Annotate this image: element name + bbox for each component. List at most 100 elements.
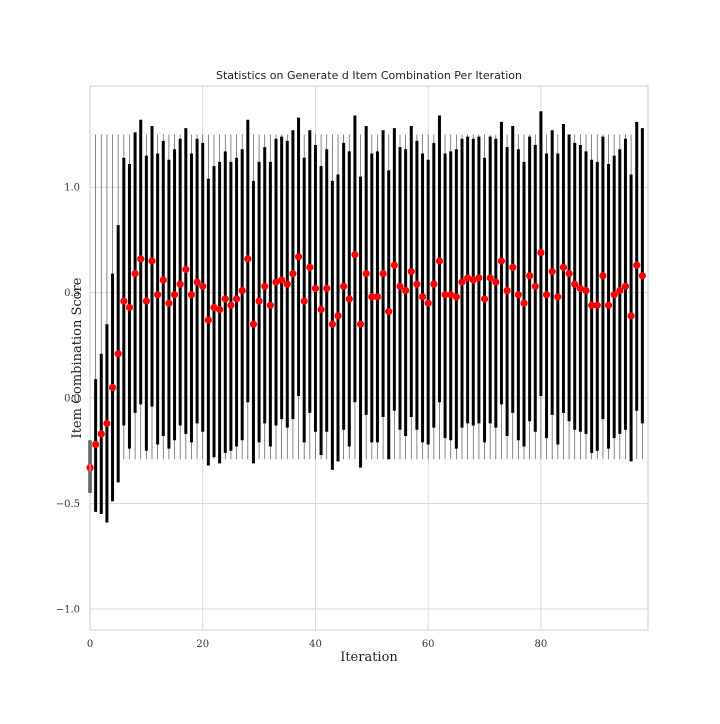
mean-point xyxy=(159,276,167,284)
x-tick-labels: 0 20 40 60 80 xyxy=(87,639,547,650)
mean-point xyxy=(300,297,308,305)
mean-point xyxy=(227,301,235,309)
mean-point xyxy=(514,291,522,299)
mean-point xyxy=(328,320,336,328)
mean-point xyxy=(554,293,562,301)
mean-points xyxy=(86,248,646,472)
mean-point xyxy=(452,293,460,301)
mean-point xyxy=(103,419,111,427)
mean-point xyxy=(396,282,404,290)
mean-point xyxy=(565,270,573,278)
mean-point xyxy=(199,282,207,290)
mean-point xyxy=(340,282,348,290)
mean-point xyxy=(351,251,359,259)
x-tick-label: 80 xyxy=(535,639,548,650)
y-tick-label: −0.5 xyxy=(56,499,80,510)
mean-point xyxy=(323,284,331,293)
mean-point xyxy=(520,299,528,307)
mean-point xyxy=(464,274,472,282)
mean-point xyxy=(345,295,353,303)
mean-point xyxy=(526,272,534,280)
y-tick-label: 1.0 xyxy=(64,183,80,194)
x-axis-label: Iteration xyxy=(340,650,398,665)
y-axis-label: Item Combination Score xyxy=(70,277,85,439)
mean-point xyxy=(216,305,224,314)
mean-point xyxy=(244,255,252,263)
mean-point xyxy=(311,284,320,293)
mean-point xyxy=(148,257,156,265)
mean-point xyxy=(469,276,477,284)
mean-point xyxy=(497,257,506,265)
y-tick-label: 0.0 xyxy=(64,394,80,405)
mean-point xyxy=(537,248,545,257)
mean-point xyxy=(621,282,630,290)
mean-point xyxy=(356,320,365,328)
mean-point xyxy=(627,312,635,320)
mean-point xyxy=(255,297,263,305)
mean-point xyxy=(306,263,314,271)
mean-point xyxy=(633,261,641,269)
x-tick-label: 20 xyxy=(196,639,209,650)
mean-point xyxy=(588,301,596,309)
mean-point xyxy=(154,291,162,299)
mean-point xyxy=(187,291,196,299)
mean-point xyxy=(114,350,122,358)
x-tick-label: 60 xyxy=(422,639,435,650)
mean-point xyxy=(125,303,134,311)
mean-point xyxy=(441,291,449,299)
plot-background xyxy=(90,86,648,630)
mean-point xyxy=(407,267,415,276)
mean-point xyxy=(373,293,382,301)
mean-point xyxy=(503,286,511,295)
mean-point xyxy=(447,291,455,299)
mean-point xyxy=(610,291,618,299)
mean-point xyxy=(278,276,286,284)
mean-point xyxy=(435,257,444,265)
mean-point xyxy=(266,301,274,309)
mean-point xyxy=(368,293,376,301)
mean-point xyxy=(480,295,489,303)
mean-point xyxy=(542,291,551,299)
mean-point xyxy=(385,308,393,316)
plot-frame xyxy=(89,85,649,631)
mean-point xyxy=(238,286,246,295)
mean-point xyxy=(413,280,421,288)
y-tick-label: −1.0 xyxy=(56,604,80,615)
mean-point xyxy=(283,280,291,288)
mean-point xyxy=(261,282,269,290)
mean-point xyxy=(137,255,145,263)
mean-point xyxy=(182,265,190,274)
mean-point xyxy=(334,312,342,320)
mean-point xyxy=(492,278,500,286)
mean-point xyxy=(165,299,173,307)
mean-point xyxy=(604,301,613,309)
chart-title: Statistics on Generate d Item Combinatio… xyxy=(216,69,522,82)
mean-point xyxy=(390,261,398,269)
mean-point xyxy=(424,299,432,307)
y-tick-label: 0.5 xyxy=(64,288,80,299)
mean-point xyxy=(210,303,218,311)
mean-point xyxy=(576,284,584,293)
mean-point xyxy=(142,297,150,305)
mean-point xyxy=(418,293,427,301)
mean-point xyxy=(559,263,568,271)
mean-point xyxy=(362,270,370,278)
mean-point xyxy=(97,430,105,438)
mean-point xyxy=(402,286,410,295)
x-tick-label: 40 xyxy=(309,639,322,650)
mean-point xyxy=(170,291,179,299)
mean-point xyxy=(108,383,117,392)
mean-point xyxy=(317,305,325,314)
mean-point xyxy=(475,274,483,282)
mean-point xyxy=(486,274,494,282)
mean-point xyxy=(458,278,466,286)
mean-point xyxy=(120,297,128,305)
mean-point xyxy=(593,301,601,309)
mean-point xyxy=(131,270,139,278)
mean-point xyxy=(638,272,646,280)
mean-point xyxy=(509,263,517,271)
mean-point xyxy=(379,270,387,278)
mean-point xyxy=(430,280,438,288)
mean-point xyxy=(249,320,258,328)
